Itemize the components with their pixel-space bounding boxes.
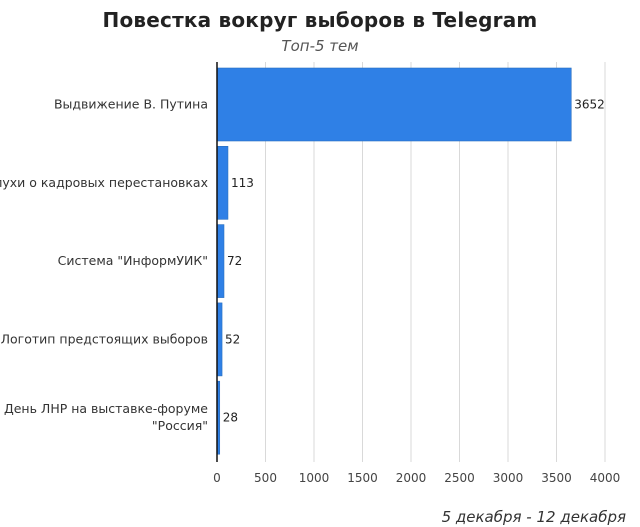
x-tick-label-3000: 3000: [493, 471, 524, 485]
value-label-1: 113: [231, 176, 254, 190]
category-label-line: Выдвижение В. Путина: [54, 97, 208, 112]
x-tick-label-1500: 1500: [347, 471, 378, 485]
date-range-caption: 5 декабря - 12 декабря: [441, 508, 626, 526]
chart-title: Повестка вокруг выборов в Telegram: [102, 8, 538, 32]
x-tick-label-4000: 4000: [590, 471, 621, 485]
category-label-line: Система "ИнформУИК": [58, 253, 208, 268]
x-tick-label-2000: 2000: [396, 471, 427, 485]
x-tick-label-3500: 3500: [541, 471, 572, 485]
value-label-2: 72: [227, 254, 242, 268]
category-label-line: День ЛНР на выставке-форуме: [4, 401, 208, 416]
category-label-1: Слухи о кадровых перестановках: [0, 175, 208, 190]
category-label-line: Слухи о кадровых перестановках: [0, 175, 208, 190]
bar-2: [216, 224, 225, 298]
x-tick-label-1000: 1000: [299, 471, 330, 485]
category-label-line: "Россия": [152, 418, 208, 433]
x-tick-label-2500: 2500: [444, 471, 475, 485]
x-tick-label-0: 0: [213, 471, 221, 485]
x-tick-label-500: 500: [254, 471, 277, 485]
value-label-3: 52: [225, 332, 240, 346]
bar-3: [216, 302, 223, 377]
value-label-0: 3652: [574, 98, 605, 112]
labels: 0 500 1000 1500 2000 2500 3000 3500 4000 3652 Выдв…: [0, 97, 620, 486]
chart-subtitle: Топ-5 тем: [281, 37, 359, 55]
category-label-3: Логотип предстоящих выборов: [1, 331, 208, 346]
bars: [216, 67, 572, 455]
category-label-4: День ЛНР на выставке-форуме "Россия": [4, 401, 208, 433]
bar-0: [216, 67, 572, 142]
category-label-2: Система "ИнформУИК": [58, 253, 208, 268]
bar-1: [216, 146, 229, 220]
category-label-line: Логотип предстоящих выборов: [1, 331, 208, 346]
category-label-0: Выдвижение В. Путина: [54, 97, 208, 112]
value-label-4: 28: [223, 411, 238, 425]
